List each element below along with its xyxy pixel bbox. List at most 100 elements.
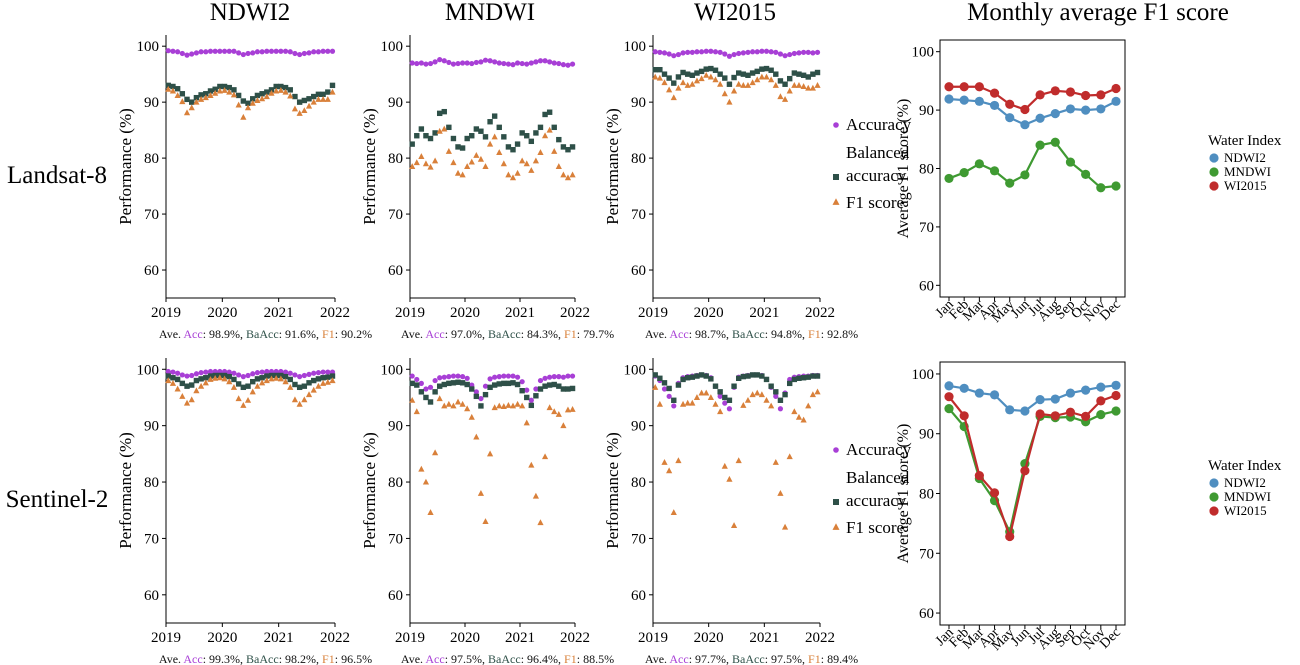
summary-text: Ave. <box>159 327 183 341</box>
f1-score-point <box>486 140 494 147</box>
f1-score-point <box>555 163 562 170</box>
x-tick-label: 2021 <box>749 630 779 646</box>
balanced-accuracy-point <box>174 86 181 92</box>
f1-score-point <box>273 374 280 381</box>
f1-score-point <box>464 163 471 170</box>
series-point <box>989 100 1000 111</box>
balanced-accuracy-point <box>264 89 270 95</box>
series-point <box>1005 99 1015 109</box>
row-label-landsat8: Landsat-8 <box>7 162 107 189</box>
f1-score-point <box>445 400 452 407</box>
balanced-accuracy-point <box>478 128 484 134</box>
row-labels: Landsat-8 Sentinel-2 <box>6 162 109 513</box>
accuracy-point <box>763 48 770 54</box>
accuracy-point <box>245 50 251 57</box>
balanced-accuracy-point <box>325 89 331 95</box>
f1-score-point <box>661 458 668 465</box>
balanced-accuracy-point <box>311 377 317 384</box>
summary-text: : 96.5% <box>335 652 372 665</box>
series-line <box>948 407 1117 536</box>
series-point <box>1050 411 1060 421</box>
f1-score-point <box>679 400 687 407</box>
x-tick-label: 2020 <box>694 630 724 646</box>
balanced-accuracy-point <box>306 96 312 102</box>
f1-score-point <box>707 394 714 400</box>
accuracy-point <box>652 49 658 55</box>
balanced-accuracy-point <box>427 135 434 142</box>
balanced-accuracy-point <box>565 386 571 392</box>
legend-label-mndwi: MNDWI <box>1224 489 1271 504</box>
accuracy-point <box>492 59 498 65</box>
series-point <box>974 159 984 169</box>
summary-text: : 97.5%, <box>765 652 808 665</box>
balanced-accuracy-point <box>282 373 289 380</box>
f1-score-point <box>296 400 303 407</box>
f1-score-point <box>763 73 770 80</box>
legend-accuracy-marker <box>833 447 839 453</box>
series-point <box>974 96 984 106</box>
balanced-accuracy-point <box>791 376 798 383</box>
accuracy-point <box>657 49 663 55</box>
series-point <box>1050 86 1060 96</box>
column-title-mndwi: MNDWI <box>445 0 535 26</box>
f1-score-point <box>698 389 705 396</box>
summary-baacc-label: BaAcc <box>488 652 521 665</box>
accuracy-point <box>698 49 705 55</box>
legend-marker-wi2015 <box>1209 506 1219 516</box>
balanced-accuracy-point <box>735 375 742 381</box>
f1-score-point <box>740 402 747 408</box>
balanced-accuracy-point <box>491 113 498 119</box>
balanced-accuracy-point <box>450 135 457 142</box>
f1-score-point <box>329 88 336 95</box>
balanced-accuracy-point <box>414 133 420 139</box>
accuracy-point <box>510 62 516 68</box>
accuracy-point <box>777 406 784 412</box>
balanced-accuracy-point <box>235 92 242 99</box>
accuracy-point <box>320 369 326 375</box>
accuracy-point <box>203 369 209 375</box>
series-accuracy <box>165 368 336 380</box>
series-point <box>959 383 969 393</box>
accuracy-point <box>671 53 677 59</box>
balanced-accuracy-point <box>203 91 209 97</box>
accuracy-point <box>273 48 279 54</box>
f1-score-point <box>652 73 659 80</box>
balanced-accuracy-point <box>287 376 293 383</box>
x-tick-label: 2021 <box>264 630 294 646</box>
balanced-accuracy-point <box>505 144 512 150</box>
f1-score-point <box>523 160 530 167</box>
y-tick-label: 70 <box>144 531 159 547</box>
y-tick-label: 70 <box>919 546 934 562</box>
balanced-accuracy-point <box>487 384 493 391</box>
accuracy-point <box>560 62 566 68</box>
f1-score-point <box>505 402 512 408</box>
legend-f1-label: F1 score <box>846 518 904 537</box>
f1-score-point <box>528 167 535 173</box>
f1-score-point <box>212 374 219 381</box>
accuracy-point <box>292 372 298 378</box>
f1-score-point <box>721 90 728 97</box>
f1-score-point <box>226 88 233 95</box>
summary-f1-label: F1 <box>322 652 335 665</box>
summary-f1-label: F1 <box>564 652 577 665</box>
balanced-accuracy-point <box>165 373 171 379</box>
series-point <box>944 82 954 92</box>
balanced-accuracy-point <box>436 383 443 389</box>
balanced-accuracy-point <box>514 141 521 147</box>
balanced-accuracy-point <box>496 124 502 131</box>
accuracy-point <box>708 48 714 54</box>
summary-text: : 97.0%, <box>445 327 488 341</box>
f1-score-point <box>519 157 526 164</box>
x-tick-label: 2021 <box>505 630 535 646</box>
balanced-accuracy-point <box>782 81 788 87</box>
balanced-accuracy-point <box>469 386 475 392</box>
f1-score-point <box>514 169 521 176</box>
balanced-accuracy-point <box>441 381 447 388</box>
legend-marker-ndwi2 <box>1209 153 1219 163</box>
series-point <box>1081 411 1091 421</box>
f1-score-point <box>809 391 816 398</box>
x-tick-label: 2021 <box>505 305 535 321</box>
y-tick-label: 100 <box>137 39 160 55</box>
balanced-accuracy-point <box>694 373 700 379</box>
f1-score-point <box>320 96 327 102</box>
